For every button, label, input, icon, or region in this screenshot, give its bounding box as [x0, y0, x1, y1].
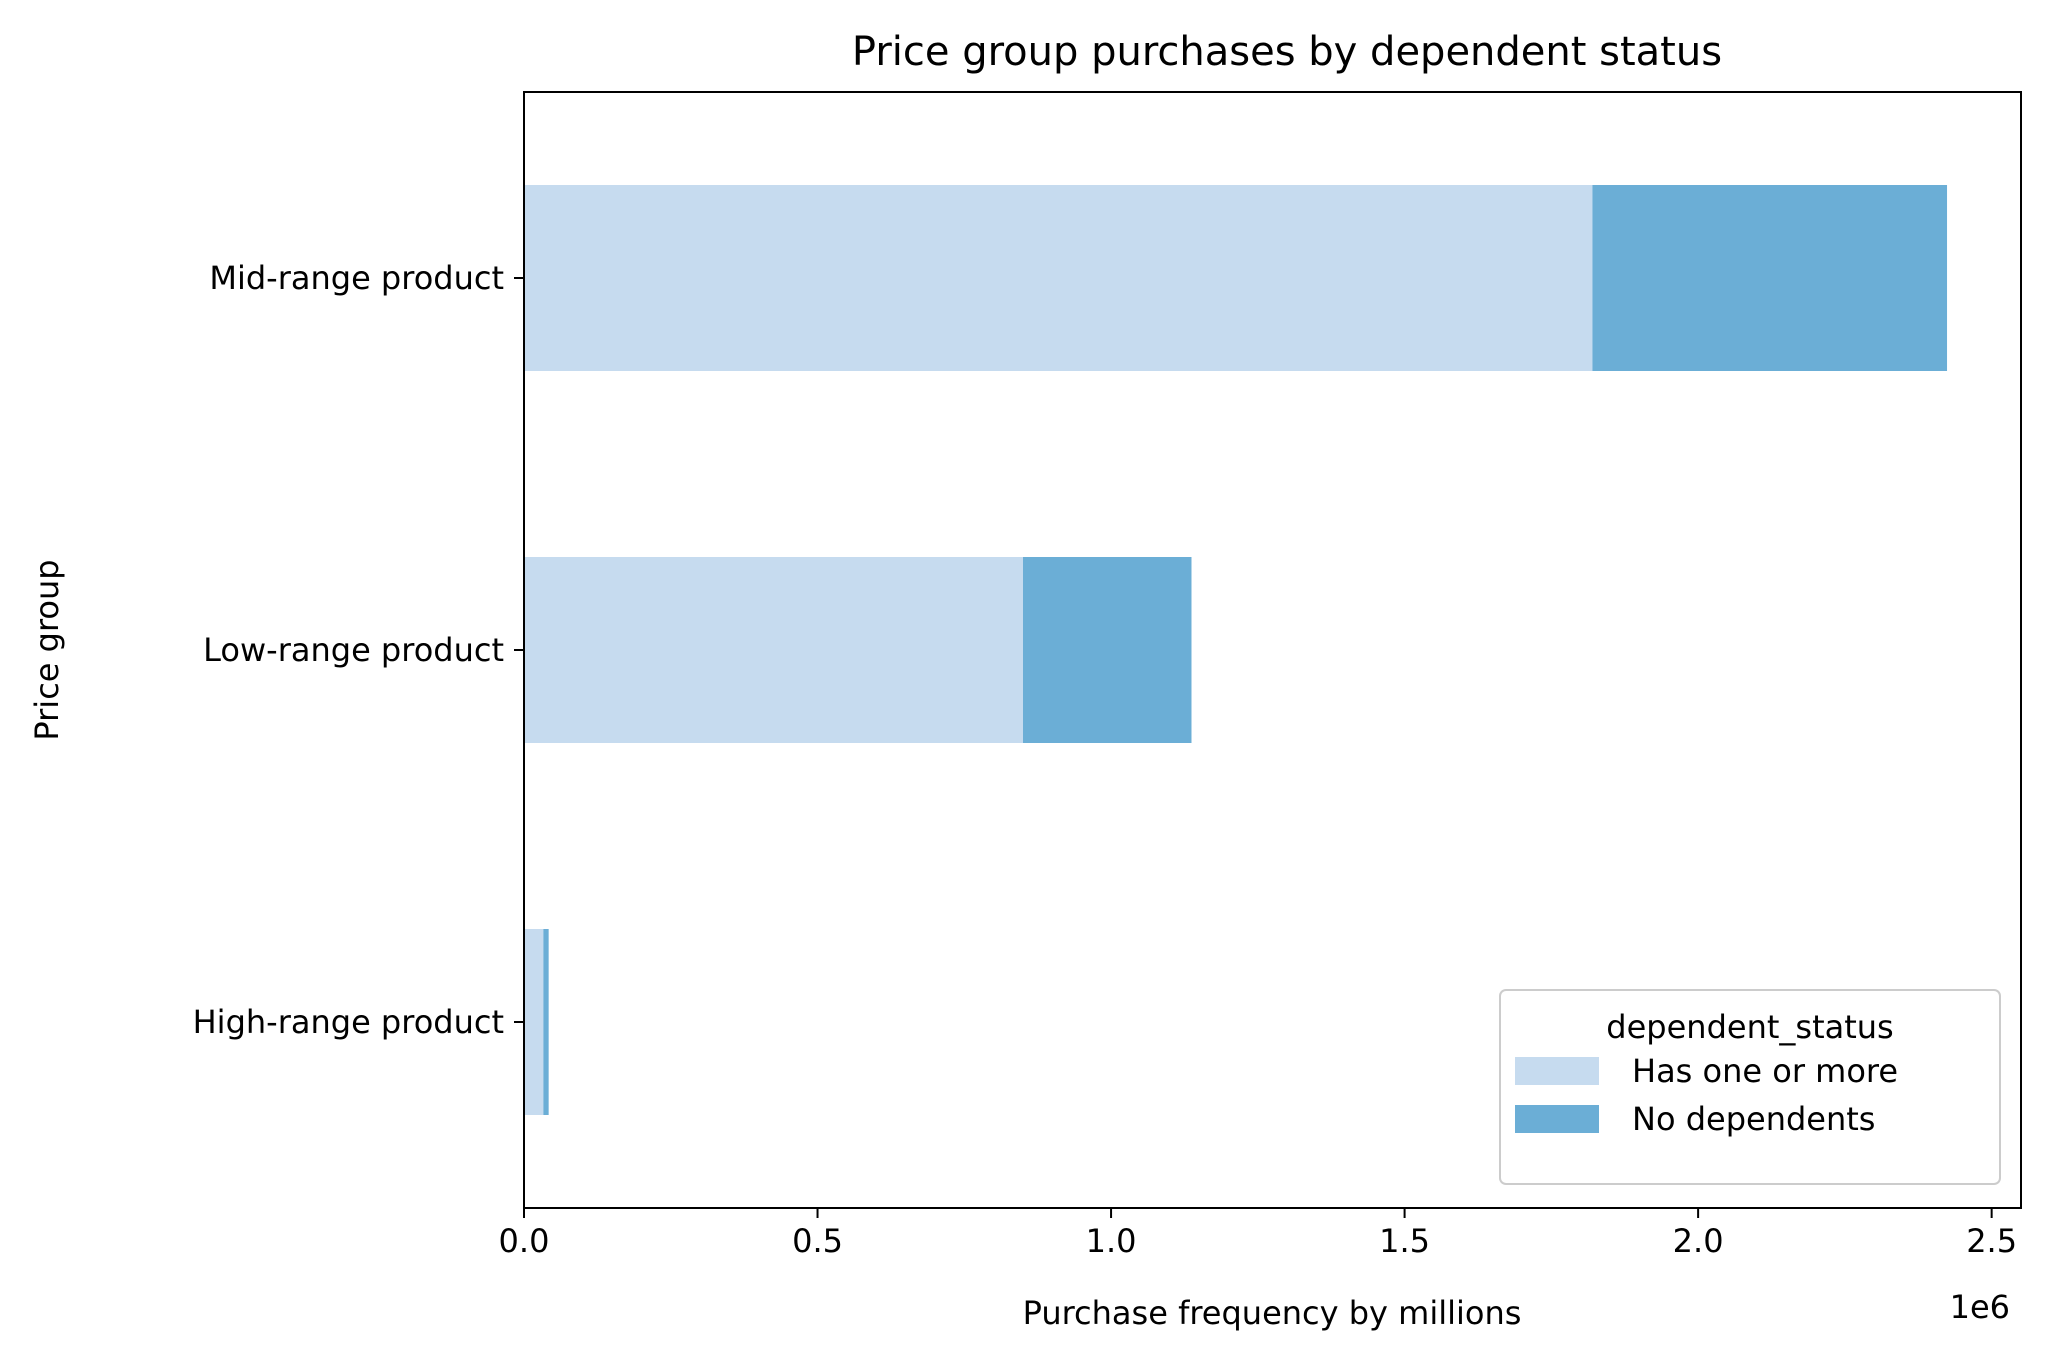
bar-high-range-product-series-1 [543, 929, 549, 1115]
y-axis: Mid-range product Low-range product High-r… [193, 259, 524, 1041]
x-axis: 0.0 0.5 1.0 1.5 2.0 2.5 [499, 1208, 2017, 1260]
x-tick-label: 2.5 [1966, 1222, 2017, 1260]
bar-mid-range-product-series-1 [1592, 185, 1948, 371]
x-tick-label: 0.5 [792, 1222, 843, 1260]
y-tick-label: Low-range product [203, 631, 504, 669]
legend-frame [1499, 989, 2001, 1185]
bar-mid-range-product-series-0 [524, 185, 1593, 371]
y-axis-label: Price group [28, 559, 66, 740]
bar-low-range-product-series-0 [524, 557, 1023, 743]
y-tick-label: Mid-range product [209, 259, 504, 297]
bar-low-range-product-series-1 [1023, 557, 1192, 743]
bars-group [524, 185, 1948, 1115]
legend-entry-label: No dependents [1632, 1100, 1875, 1138]
legend-entry-label: Has one or more [1632, 1052, 1898, 1090]
y-tick-label: High-range product [193, 1003, 504, 1041]
bar-high-range-product-series-0 [524, 929, 544, 1115]
legend-items: Has one or more No dependents [1515, 1052, 1898, 1138]
legend-title: dependent_status [1606, 1008, 1893, 1046]
x-tick-label: 2.0 [1673, 1222, 1724, 1260]
x-tick-label: 1.5 [1379, 1222, 1430, 1260]
chart-title: Price group purchases by dependent statu… [852, 29, 1722, 75]
legend: dependent_status Has one or more No depen… [1499, 989, 2001, 1185]
x-tick-label: 0.0 [499, 1222, 550, 1260]
legend-swatch [1515, 1057, 1599, 1085]
x-axis-offset-label: 1e6 [1950, 1288, 2010, 1326]
legend-swatch [1515, 1105, 1599, 1133]
x-tick-label: 1.0 [1086, 1222, 1137, 1260]
x-axis-label: Purchase frequency by millions [1023, 1294, 1522, 1332]
